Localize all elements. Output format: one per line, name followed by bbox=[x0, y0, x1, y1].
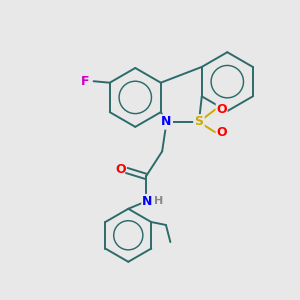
Text: H: H bbox=[154, 196, 163, 206]
Text: O: O bbox=[116, 163, 126, 176]
Text: O: O bbox=[216, 103, 227, 116]
Text: N: N bbox=[161, 116, 172, 128]
Text: N: N bbox=[142, 195, 153, 208]
Text: S: S bbox=[194, 116, 203, 128]
Text: F: F bbox=[81, 75, 89, 88]
Text: O: O bbox=[216, 126, 227, 139]
